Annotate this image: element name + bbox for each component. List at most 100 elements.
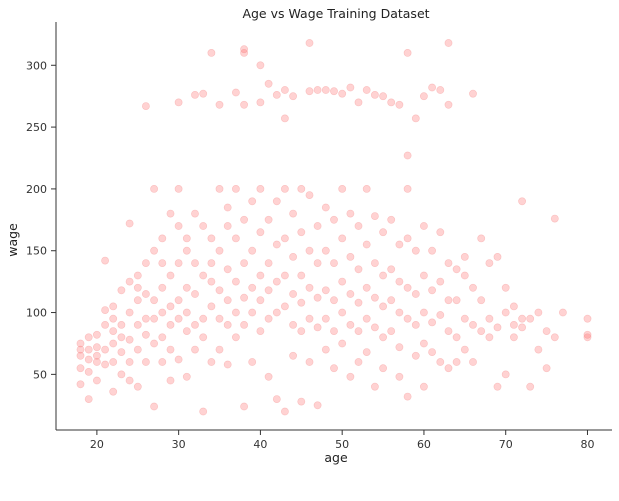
- data-point: [436, 277, 445, 286]
- data-point: [141, 102, 150, 110]
- data-point: [215, 286, 224, 295]
- data-point: [297, 327, 306, 335]
- data-point: [297, 397, 306, 406]
- data-point: [387, 327, 396, 335]
- data-point: [469, 358, 477, 366]
- data-point: [346, 209, 355, 218]
- data-point: [191, 209, 199, 218]
- data-point: [207, 358, 216, 366]
- data-point: [223, 320, 232, 329]
- data-point: [321, 246, 330, 255]
- data-point: [117, 370, 126, 379]
- data-point: [370, 259, 379, 267]
- data-point: [223, 360, 232, 369]
- data-point: [395, 308, 404, 317]
- data-point: [313, 222, 322, 230]
- data-point: [101, 256, 109, 265]
- data-point: [248, 358, 257, 366]
- data-point: [264, 79, 273, 88]
- data-point: [207, 234, 216, 243]
- data-point: [403, 392, 412, 401]
- data-point: [215, 100, 224, 109]
- y-axis-label: wage: [5, 223, 20, 257]
- data-point: [150, 339, 158, 348]
- data-point: [248, 283, 257, 292]
- data-point: [101, 320, 109, 329]
- data-point: [436, 86, 445, 94]
- data-point: [248, 246, 257, 255]
- x-ticks: 20 30 40 50 60 70 80: [90, 430, 594, 451]
- data-point: [191, 290, 199, 298]
- data-point: [330, 215, 338, 224]
- data-point: [346, 290, 355, 298]
- data-point: [133, 345, 142, 354]
- data-point: [166, 209, 175, 218]
- data-point: [215, 314, 224, 323]
- data-point: [289, 252, 297, 261]
- data-point: [411, 246, 420, 255]
- data-point: [477, 327, 486, 335]
- data-point: [207, 49, 216, 57]
- data-point: [452, 296, 461, 305]
- y-tick-label: 200: [26, 183, 47, 196]
- data-point: [338, 184, 347, 193]
- data-point: [182, 372, 191, 381]
- data-point: [280, 271, 289, 280]
- data-point: [305, 246, 314, 255]
- data-point: [370, 212, 379, 220]
- x-tick-label: 20: [90, 438, 104, 451]
- data-point: [387, 98, 396, 107]
- data-point: [305, 314, 314, 323]
- data-point: [297, 298, 306, 307]
- data-point: [93, 330, 101, 339]
- data-point: [428, 348, 436, 356]
- data-point: [338, 308, 347, 317]
- data-point: [485, 314, 494, 323]
- data-point: [133, 271, 142, 280]
- data-point: [141, 330, 150, 339]
- data-point: [469, 89, 477, 98]
- data-point: [166, 320, 175, 329]
- data-point: [501, 283, 510, 292]
- data-point: [330, 296, 338, 305]
- data-point: [223, 296, 232, 305]
- data-point: [338, 277, 347, 286]
- data-point: [231, 88, 240, 97]
- data-point: [444, 100, 453, 109]
- data-point: [76, 351, 85, 360]
- data-point: [379, 302, 387, 311]
- data-point: [141, 314, 150, 323]
- data-point: [256, 184, 265, 193]
- data-point: [191, 320, 199, 329]
- data-point: [133, 382, 142, 391]
- data-point: [338, 339, 347, 348]
- data-point: [84, 355, 93, 364]
- axes-layer: [55, 22, 612, 431]
- data-point: [125, 277, 134, 286]
- data-point: [411, 290, 420, 298]
- data-point: [280, 302, 289, 311]
- data-point: [158, 234, 167, 243]
- data-point: [485, 259, 494, 267]
- data-point: [117, 333, 126, 342]
- data-point: [370, 293, 379, 302]
- data-point: [231, 277, 240, 286]
- data-point: [379, 364, 387, 373]
- data-point: [379, 333, 387, 342]
- data-point: [84, 395, 93, 403]
- data-point: [493, 323, 502, 332]
- data-point: [248, 197, 257, 206]
- data-point: [370, 382, 379, 391]
- data-point: [452, 358, 461, 366]
- data-point: [338, 89, 347, 98]
- data-point: [460, 345, 469, 354]
- data-point: [362, 283, 371, 292]
- data-point: [264, 215, 273, 224]
- data-point: [452, 333, 461, 342]
- data-point: [150, 184, 158, 193]
- data-point: [264, 372, 273, 381]
- data-point: [338, 234, 347, 243]
- data-point: [125, 308, 134, 317]
- data-point: [583, 330, 592, 339]
